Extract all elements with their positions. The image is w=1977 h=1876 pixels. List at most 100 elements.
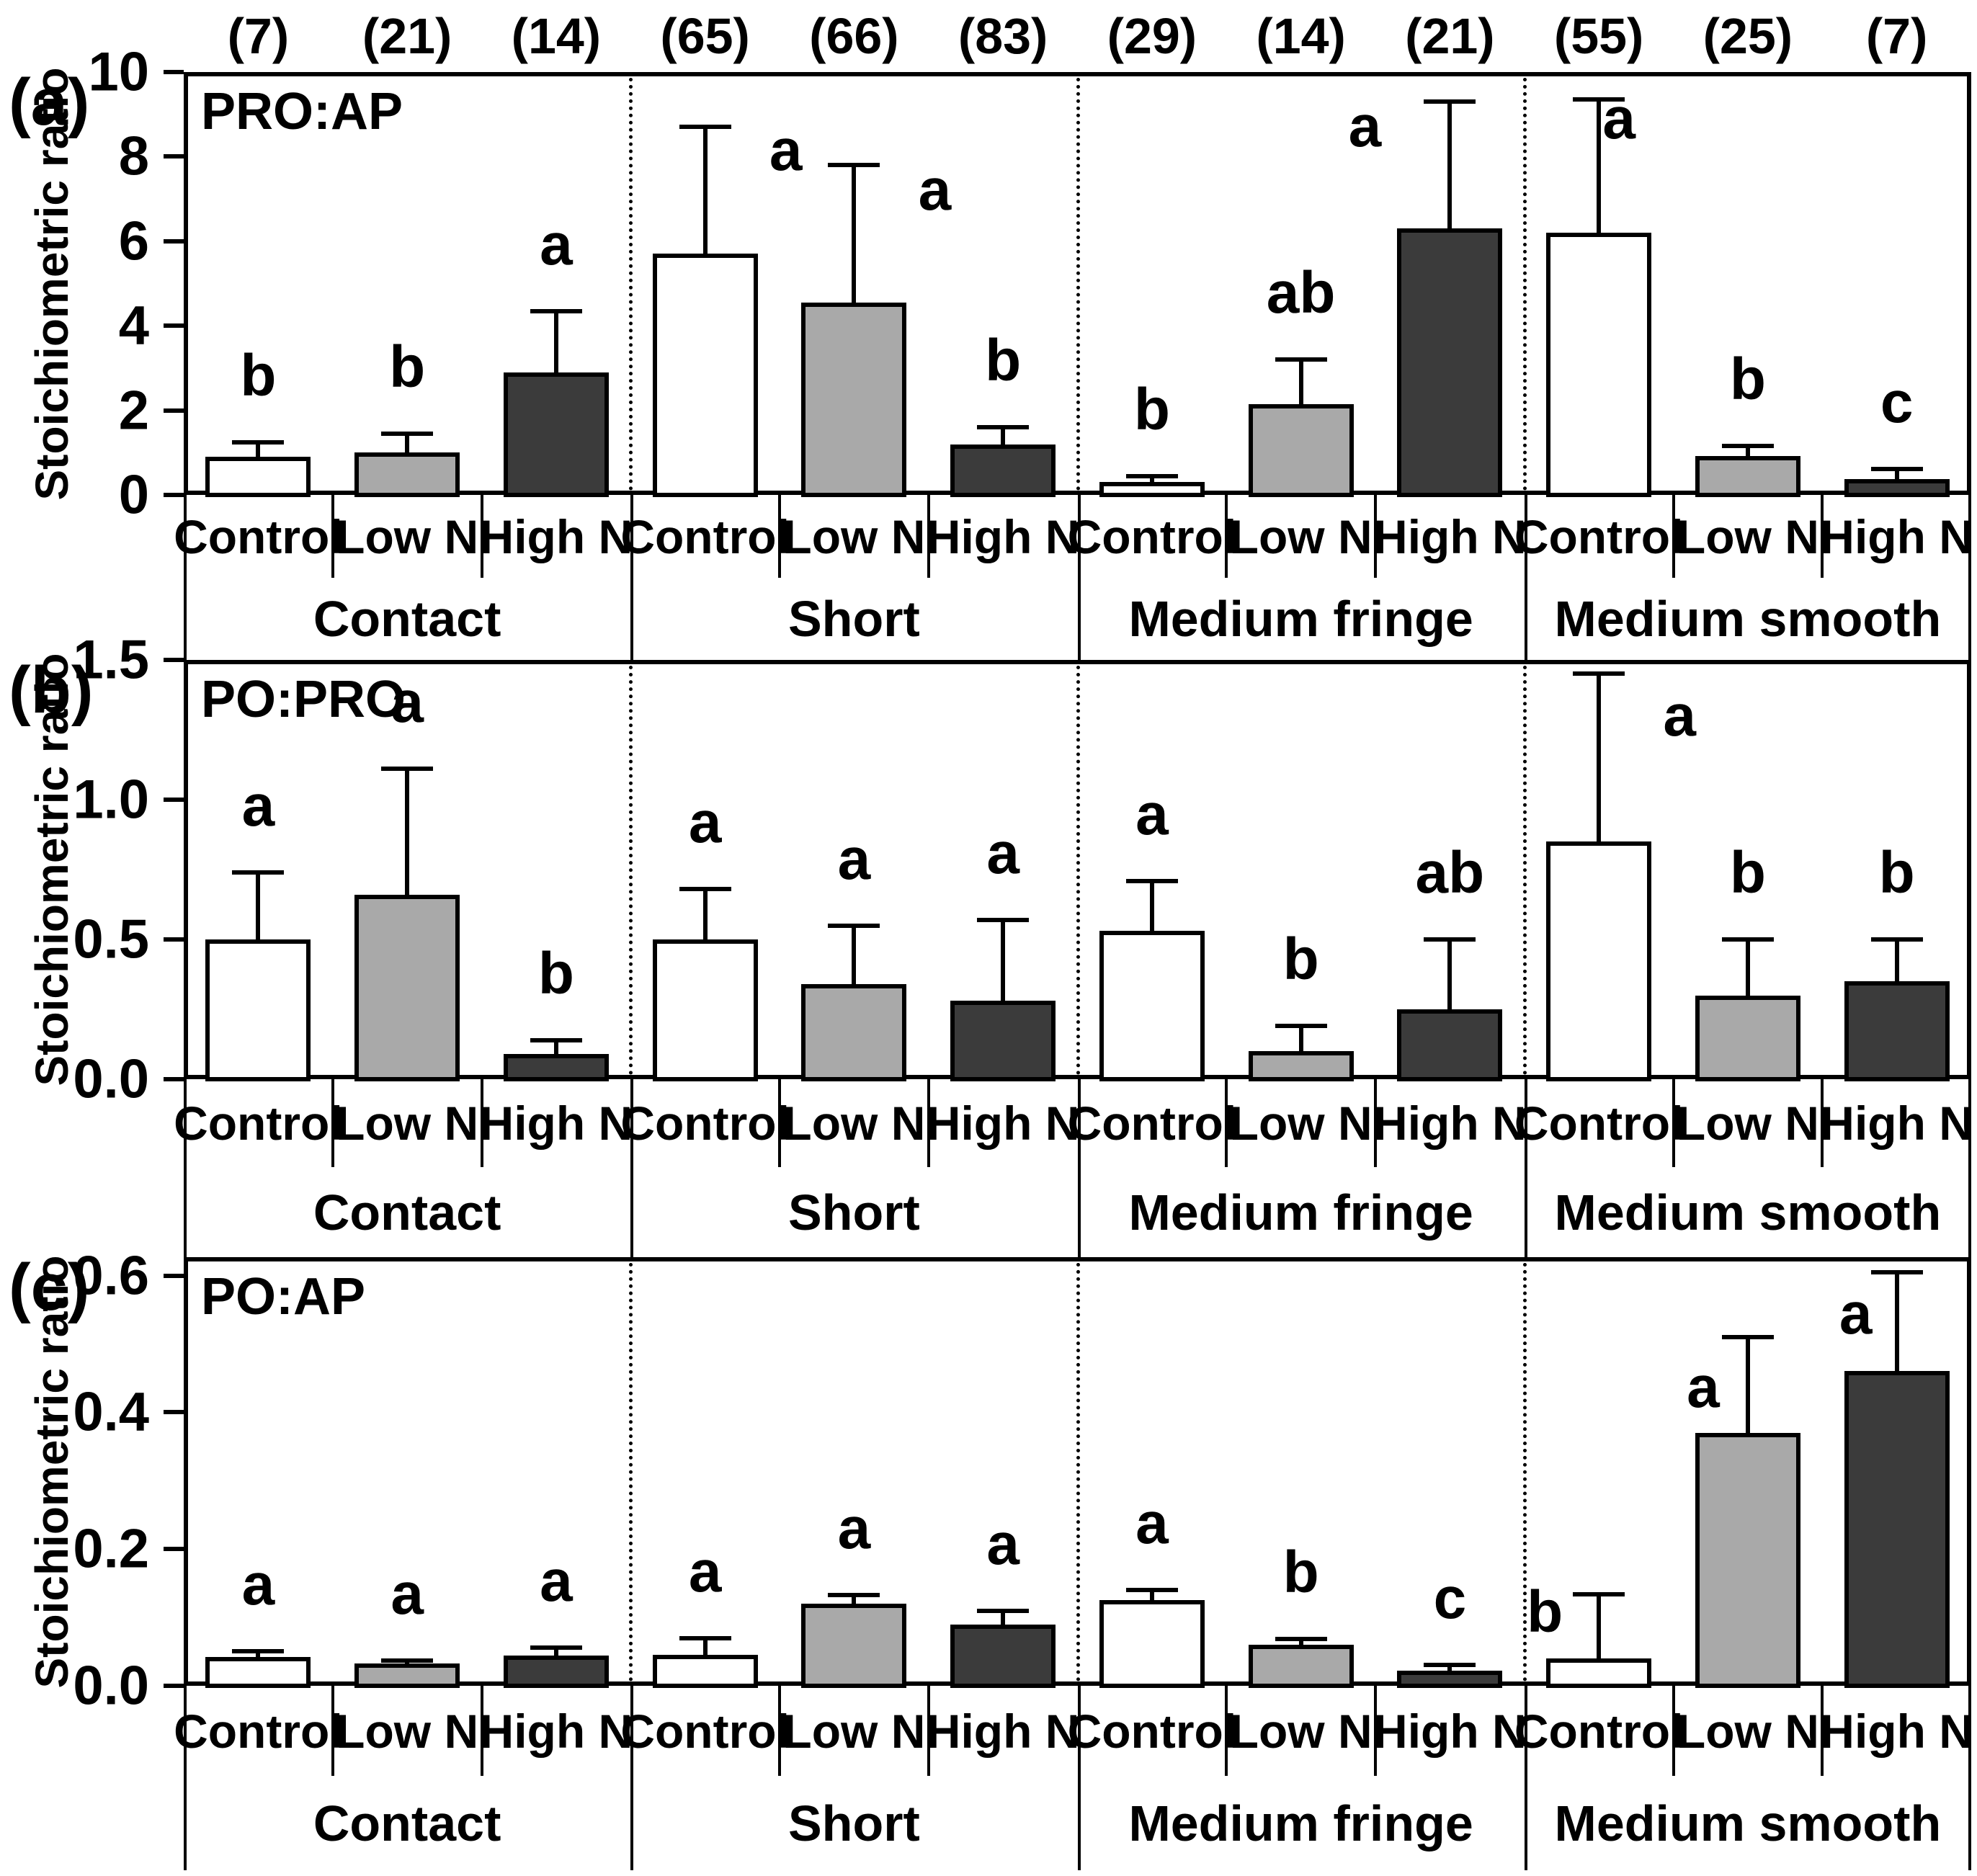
treatment-separator xyxy=(778,1686,781,1776)
bar-low-n xyxy=(1695,455,1800,497)
treatment-label: Control xyxy=(1514,509,1684,563)
treatment-separator xyxy=(480,495,483,578)
group-label: Medium fringe xyxy=(1128,1795,1473,1852)
group-label: Contact xyxy=(313,1795,501,1852)
group-label: Medium smooth xyxy=(1554,1184,1942,1241)
group-separator xyxy=(1077,495,1081,660)
y-axis-title: Stoichiometric ratio xyxy=(26,1255,78,1688)
y-tick xyxy=(164,937,184,942)
significance-letter: b xyxy=(985,328,1022,394)
group-separator xyxy=(1524,495,1527,660)
significance-letter: b xyxy=(1527,1579,1563,1645)
significance-letter: a xyxy=(1348,94,1382,160)
error-bar-stem xyxy=(1745,446,1750,456)
error-bar-stem xyxy=(1447,102,1452,229)
plot-frame xyxy=(184,1257,1971,1686)
bar-control xyxy=(1099,1600,1205,1688)
bar-control xyxy=(652,254,758,497)
y-tick-label: 1.0 xyxy=(73,769,149,831)
significance-letter: c xyxy=(1880,369,1914,435)
y-tick-label: 0.5 xyxy=(73,908,149,970)
bar-low-n xyxy=(801,302,907,497)
group-separator xyxy=(1968,1079,1971,1257)
bar-control xyxy=(205,457,311,497)
treatment-separator xyxy=(331,1686,334,1776)
significance-letter: a xyxy=(1687,1354,1720,1421)
sample-size-label: (55) xyxy=(1553,8,1644,64)
bar-control xyxy=(652,1655,758,1688)
error-bar-stem xyxy=(553,311,558,372)
bar-control xyxy=(1546,1658,1652,1688)
treatment-label: Low N xyxy=(782,1704,926,1758)
bar-low-n xyxy=(354,452,460,497)
error-bar-cap xyxy=(1870,466,1923,471)
error-bar-stem xyxy=(1001,1610,1006,1625)
error-bar-cap xyxy=(1573,671,1625,676)
y-tick xyxy=(164,323,184,329)
sample-size-label: (14) xyxy=(511,8,602,64)
error-bar-cap xyxy=(530,1645,582,1650)
error-bar-cap xyxy=(1721,937,1774,942)
treatment-label: High N xyxy=(479,1704,633,1758)
bar-control xyxy=(1546,233,1652,497)
panel-label: (b) xyxy=(9,653,94,727)
error-bar-stem xyxy=(405,433,410,453)
group-label: Medium fringe xyxy=(1128,591,1473,647)
error-bar-cap xyxy=(381,767,434,772)
bar-high-n xyxy=(950,444,1056,497)
treatment-label: Low N xyxy=(782,509,926,563)
y-tick xyxy=(164,1273,184,1278)
treatment-label: Low N xyxy=(1676,1704,1819,1758)
error-bar-stem xyxy=(1894,468,1899,480)
treatment-separator xyxy=(1821,1686,1824,1776)
error-bar-cap xyxy=(828,163,880,168)
error-bar-stem xyxy=(852,1594,857,1604)
error-bar-stem xyxy=(1597,1594,1602,1659)
significance-letter: a xyxy=(1663,682,1696,749)
sample-size-label: (65) xyxy=(660,8,750,64)
group-separator xyxy=(184,495,187,660)
group-separator xyxy=(1968,495,1971,660)
ratio-label: PRO:AP xyxy=(201,83,403,140)
significance-letter: b xyxy=(1282,1540,1319,1606)
group-label: Medium fringe xyxy=(1128,1184,1473,1241)
sample-size-label: (21) xyxy=(362,8,452,64)
treatment-label: Control xyxy=(620,1704,790,1758)
error-bar-stem xyxy=(1745,939,1750,996)
group-separator xyxy=(630,495,634,660)
bar-low-n xyxy=(354,894,460,1081)
sample-size-label: (7) xyxy=(1865,8,1928,64)
treatment-label: Control xyxy=(1514,1096,1684,1150)
y-tick-label: 0.0 xyxy=(73,1048,149,1110)
error-bar-cap xyxy=(1721,1335,1774,1340)
significance-letter: a xyxy=(688,1538,722,1604)
bar-high-n xyxy=(1397,228,1503,497)
significance-letter: a xyxy=(688,790,722,856)
treatment-label: Low N xyxy=(336,1096,479,1150)
significance-letter: ab xyxy=(1415,840,1485,906)
bar-control xyxy=(1546,841,1652,1081)
error-bar-stem xyxy=(553,1647,558,1656)
bar-control xyxy=(1099,931,1205,1081)
treatment-label: Control xyxy=(620,509,790,563)
group-label: Contact xyxy=(313,591,501,647)
bar-high-n xyxy=(503,1656,609,1688)
error-bar-cap xyxy=(232,439,285,445)
treatment-label: Low N xyxy=(1676,509,1819,563)
treatment-label: Low N xyxy=(1229,1704,1373,1758)
plot-frame xyxy=(184,72,1971,495)
sample-size-label: (83) xyxy=(958,8,1048,64)
error-bar-cap xyxy=(1125,878,1178,883)
plot-frame xyxy=(184,660,1971,1079)
bar-control xyxy=(1099,482,1205,497)
treatment-label: Low N xyxy=(336,509,479,563)
treatment-separator xyxy=(1672,495,1675,578)
treatment-label: Control xyxy=(620,1096,790,1150)
y-tick-label: 0.2 xyxy=(73,1518,149,1580)
y-tick-label: 0 xyxy=(118,464,149,526)
treatment-separator xyxy=(1374,1079,1377,1167)
treatment-separator xyxy=(778,1079,781,1167)
error-bar-stem xyxy=(1149,1590,1154,1601)
bar-control xyxy=(652,939,758,1081)
y-axis-title: Stoichiometric ratio xyxy=(26,653,78,1086)
